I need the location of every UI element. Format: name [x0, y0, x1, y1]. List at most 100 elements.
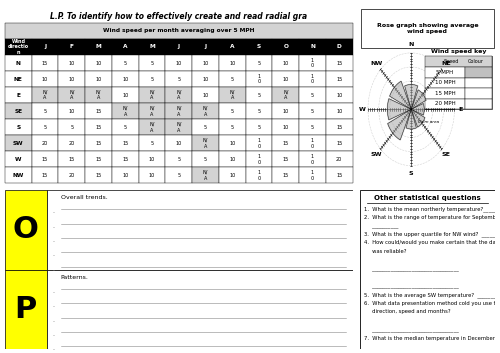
Text: N/
A: N/ A	[150, 90, 154, 101]
FancyBboxPatch shape	[166, 87, 192, 103]
Text: N/
A: N/ A	[96, 90, 102, 101]
Text: 5: 5	[204, 125, 207, 130]
FancyBboxPatch shape	[246, 55, 272, 71]
FancyBboxPatch shape	[138, 55, 166, 71]
FancyBboxPatch shape	[5, 119, 32, 135]
Text: 10: 10	[122, 77, 128, 82]
Text: 5: 5	[124, 125, 127, 130]
FancyBboxPatch shape	[361, 9, 494, 48]
Text: 1
0: 1 0	[258, 170, 260, 181]
Text: 10: 10	[282, 125, 289, 130]
Text: -: -	[52, 254, 54, 259]
Text: 1
0: 1 0	[311, 74, 314, 84]
Text: N/
A: N/ A	[42, 90, 48, 101]
Text: 15: 15	[336, 60, 342, 66]
FancyBboxPatch shape	[32, 103, 58, 119]
FancyBboxPatch shape	[5, 190, 46, 270]
FancyBboxPatch shape	[112, 71, 138, 87]
Text: _________________________________: _________________________________	[364, 283, 458, 288]
Text: 10: 10	[282, 77, 289, 82]
Text: -: -	[52, 319, 54, 324]
FancyBboxPatch shape	[85, 151, 112, 167]
FancyBboxPatch shape	[112, 119, 138, 135]
FancyBboxPatch shape	[192, 151, 219, 167]
Text: 5: 5	[44, 109, 46, 114]
Text: 10: 10	[176, 141, 182, 146]
Text: Other statistical questions: Other statistical questions	[374, 195, 481, 201]
Polygon shape	[390, 81, 411, 109]
FancyBboxPatch shape	[326, 151, 352, 167]
Text: Colour: Colour	[468, 59, 483, 64]
FancyBboxPatch shape	[112, 55, 138, 71]
Text: 10: 10	[229, 60, 235, 66]
FancyBboxPatch shape	[299, 167, 326, 183]
Text: 10: 10	[122, 92, 128, 97]
Text: 5: 5	[311, 92, 314, 97]
Text: 5: 5	[44, 125, 46, 130]
Text: -: -	[52, 268, 54, 273]
FancyBboxPatch shape	[32, 55, 58, 71]
Text: 10: 10	[96, 60, 102, 66]
Text: 5: 5	[258, 60, 260, 66]
Text: 10: 10	[229, 141, 235, 146]
FancyBboxPatch shape	[32, 39, 58, 55]
FancyBboxPatch shape	[166, 55, 192, 71]
Text: N/
A: N/ A	[122, 106, 128, 116]
Text: 10: 10	[202, 77, 208, 82]
Text: S: S	[257, 44, 261, 49]
Text: 15: 15	[336, 173, 342, 178]
Text: O: O	[284, 44, 288, 49]
Text: 5: 5	[150, 77, 154, 82]
Text: 15: 15	[336, 77, 342, 82]
Text: 15: 15	[42, 60, 48, 66]
Polygon shape	[388, 99, 411, 120]
Text: 20: 20	[68, 173, 75, 178]
FancyBboxPatch shape	[5, 167, 32, 183]
Text: -: -	[52, 225, 54, 230]
FancyBboxPatch shape	[219, 167, 246, 183]
FancyBboxPatch shape	[58, 71, 85, 87]
FancyBboxPatch shape	[272, 167, 299, 183]
FancyBboxPatch shape	[85, 103, 112, 119]
FancyBboxPatch shape	[138, 135, 166, 151]
FancyBboxPatch shape	[112, 39, 138, 55]
FancyBboxPatch shape	[192, 135, 219, 151]
FancyBboxPatch shape	[166, 167, 192, 183]
Text: 20 MPH: 20 MPH	[434, 102, 456, 107]
Text: 10 MPH: 10 MPH	[434, 80, 456, 85]
Text: 15: 15	[96, 109, 102, 114]
Text: -: -	[52, 334, 54, 339]
Text: 5: 5	[311, 109, 314, 114]
FancyBboxPatch shape	[32, 71, 58, 87]
FancyBboxPatch shape	[219, 71, 246, 87]
FancyBboxPatch shape	[299, 55, 326, 71]
FancyBboxPatch shape	[166, 135, 192, 151]
Text: -: -	[52, 211, 54, 216]
Text: J: J	[44, 44, 46, 49]
Text: 10: 10	[202, 60, 208, 66]
Text: 15: 15	[96, 125, 102, 130]
Text: 1.  What is the mean northerly temperature?_________: 1. What is the mean northerly temperatur…	[364, 206, 500, 212]
Text: M: M	[96, 44, 102, 49]
Text: M: M	[149, 44, 155, 49]
Text: Wind
directio
n: Wind directio n	[8, 39, 29, 55]
FancyBboxPatch shape	[219, 151, 246, 167]
FancyBboxPatch shape	[58, 55, 85, 71]
Text: S: S	[409, 171, 414, 176]
FancyBboxPatch shape	[466, 88, 492, 99]
Text: _________________________________: _________________________________	[364, 327, 458, 331]
Text: 5: 5	[258, 109, 260, 114]
Text: 5: 5	[177, 173, 180, 178]
Text: Calm area: Calm area	[418, 120, 439, 124]
FancyBboxPatch shape	[85, 55, 112, 71]
Text: 15: 15	[96, 157, 102, 162]
Text: Patterns.: Patterns.	[60, 275, 88, 280]
FancyBboxPatch shape	[299, 135, 326, 151]
Text: NE: NE	[442, 61, 451, 66]
Text: 1
0: 1 0	[311, 170, 314, 181]
Text: 5: 5	[70, 125, 74, 130]
Text: -: -	[52, 348, 54, 353]
FancyBboxPatch shape	[58, 119, 85, 135]
Text: 1
0: 1 0	[311, 58, 314, 68]
FancyBboxPatch shape	[272, 71, 299, 87]
